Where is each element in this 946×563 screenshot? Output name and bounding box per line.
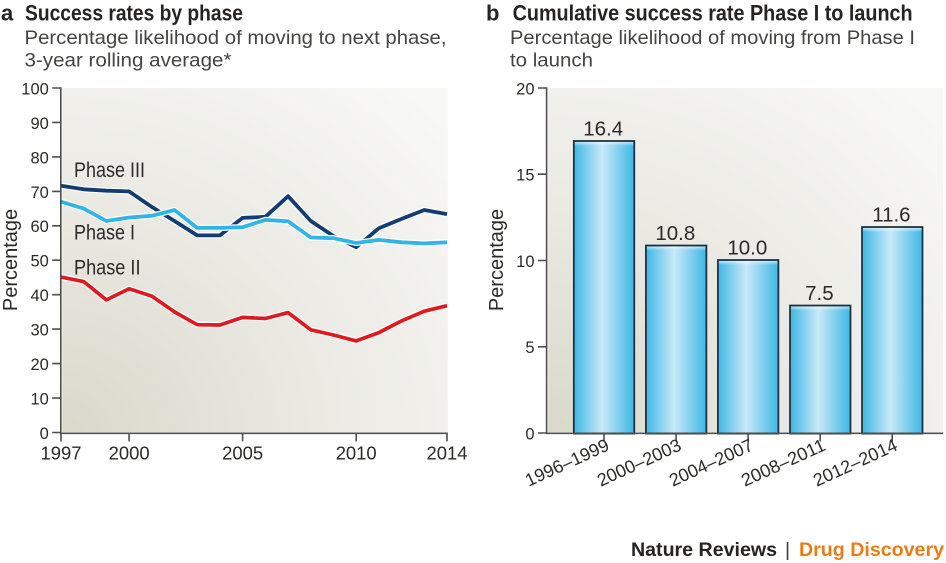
svg-text:3-year rolling average*: 3-year rolling average* [25,49,232,71]
svg-text:2014: 2014 [427,442,468,463]
svg-text:10.8: 10.8 [655,222,695,245]
svg-text:40: 40 [30,287,48,305]
svg-text:Phase I: Phase I [74,222,135,245]
svg-text:7.5: 7.5 [805,282,834,305]
svg-text:1997: 1997 [41,442,82,463]
svg-text:70: 70 [30,184,48,202]
svg-text:80: 80 [30,149,48,167]
svg-text:b: b [486,1,499,26]
svg-text:60: 60 [30,218,48,236]
svg-text:16.4: 16.4 [583,117,623,140]
svg-text:0: 0 [525,425,534,443]
svg-text:Percentage likelihood of movin: Percentage likelihood of moving to next … [25,27,447,49]
svg-text:5: 5 [525,339,534,357]
svg-text:90: 90 [30,115,48,133]
svg-text:Cumulative success rate Phase: Cumulative success rate Phase I to launc… [513,1,913,26]
svg-text:Phase III: Phase III [74,159,145,182]
svg-text:10.0: 10.0 [727,236,767,259]
svg-text:|: | [785,539,790,561]
svg-text:Phase II: Phase II [74,257,141,280]
svg-text:to launch: to launch [510,49,593,71]
svg-text:2010: 2010 [336,442,377,463]
svg-text:10: 10 [30,390,48,408]
svg-text:Percentage: Percentage [486,209,508,311]
svg-text:30: 30 [30,322,48,340]
svg-text:2005: 2005 [222,442,263,463]
svg-text:20: 20 [516,80,534,98]
svg-text:50: 50 [30,253,48,271]
svg-text:Nature Reviews: Nature Reviews [631,540,777,561]
svg-text:20: 20 [30,356,48,374]
svg-text:Success rates by phase: Success rates by phase [25,1,243,26]
svg-text:10: 10 [516,253,534,271]
svg-text:0: 0 [40,425,49,443]
svg-text:Percentage: Percentage [0,209,22,311]
svg-text:2000: 2000 [109,442,150,463]
svg-text:100: 100 [21,80,49,98]
svg-text:a: a [1,1,14,26]
svg-text:15: 15 [516,167,534,185]
svg-text:Drug Discovery: Drug Discovery [799,540,944,561]
svg-text:11.6: 11.6 [872,203,910,226]
svg-text:Percentage likelihood of movin: Percentage likelihood of moving from Pha… [510,27,915,49]
